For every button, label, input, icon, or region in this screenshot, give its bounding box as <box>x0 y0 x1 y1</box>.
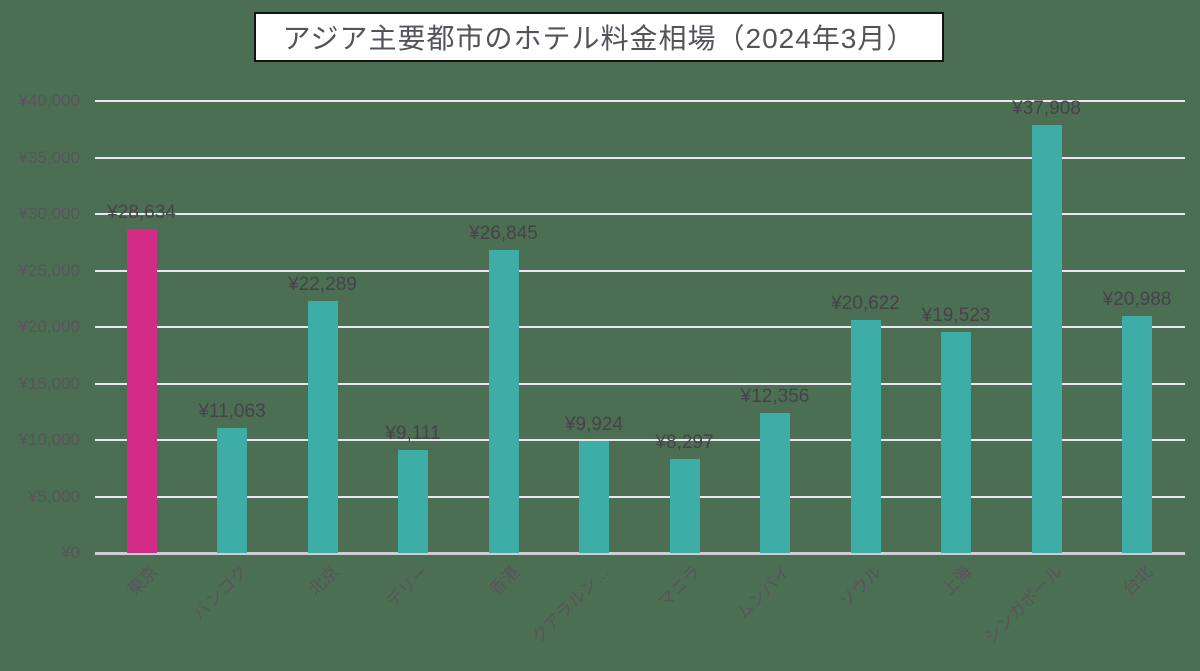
bar-value-label: ¥20,988 <box>1102 288 1172 310</box>
y-tick-label: ¥5,000 <box>28 486 80 506</box>
bar-2 <box>307 301 338 553</box>
bar-10 <box>1031 124 1062 553</box>
bar-value-label: ¥37,908 <box>1012 97 1081 119</box>
bar-value-label: ¥9,924 <box>564 413 624 435</box>
gridline <box>95 326 1185 328</box>
y-tick-label: ¥0 <box>61 543 80 562</box>
chart-title: アジア主要都市のホテル料金相場（2024年3月） <box>282 23 916 54</box>
gridline <box>95 156 1185 159</box>
bar-value-label: ¥8,297 <box>655 432 714 454</box>
y-tick-label: ¥15,000 <box>18 373 80 393</box>
bar-value-label: ¥19,523 <box>921 305 991 327</box>
y-tick-label: ¥35,000 <box>18 147 80 167</box>
x-axis-baseline <box>95 552 1185 555</box>
y-tick-label: ¥25,000 <box>18 260 80 280</box>
bar-11 <box>1122 315 1152 553</box>
bar-value-label: ¥20,622 <box>831 292 900 314</box>
bar-value-label: ¥28,634 <box>107 202 176 224</box>
bar-0 <box>126 229 157 553</box>
bar-value-label: ¥9,111 <box>385 423 441 445</box>
gridline <box>95 382 1185 385</box>
gridline <box>95 100 1185 102</box>
bar-4 <box>488 249 519 553</box>
y-tick-label: ¥30,000 <box>18 204 80 223</box>
gridline <box>95 213 1185 215</box>
bar-value-label: ¥11,063 <box>198 400 266 422</box>
bar-value-label: ¥12,356 <box>740 386 810 408</box>
chart-title-box: アジア主要都市のホテル料金相場（2024年3月） <box>254 12 944 62</box>
gridline <box>95 495 1185 498</box>
gridline <box>95 439 1185 441</box>
y-tick-label: ¥40,000 <box>18 91 80 110</box>
bar-1 <box>217 427 247 553</box>
bar-value-label: ¥22,289 <box>288 274 357 296</box>
bar-8 <box>850 319 881 553</box>
bar-value-label: ¥26,845 <box>469 222 538 244</box>
bar-5 <box>579 440 609 553</box>
bar-7 <box>760 413 790 553</box>
bar-9 <box>941 332 971 553</box>
bar-3 <box>398 450 428 553</box>
gridline <box>95 269 1185 272</box>
y-tick-label: ¥20,000 <box>18 317 80 336</box>
y-tick-label: ¥10,000 <box>18 430 80 449</box>
bar-6 <box>669 459 700 553</box>
